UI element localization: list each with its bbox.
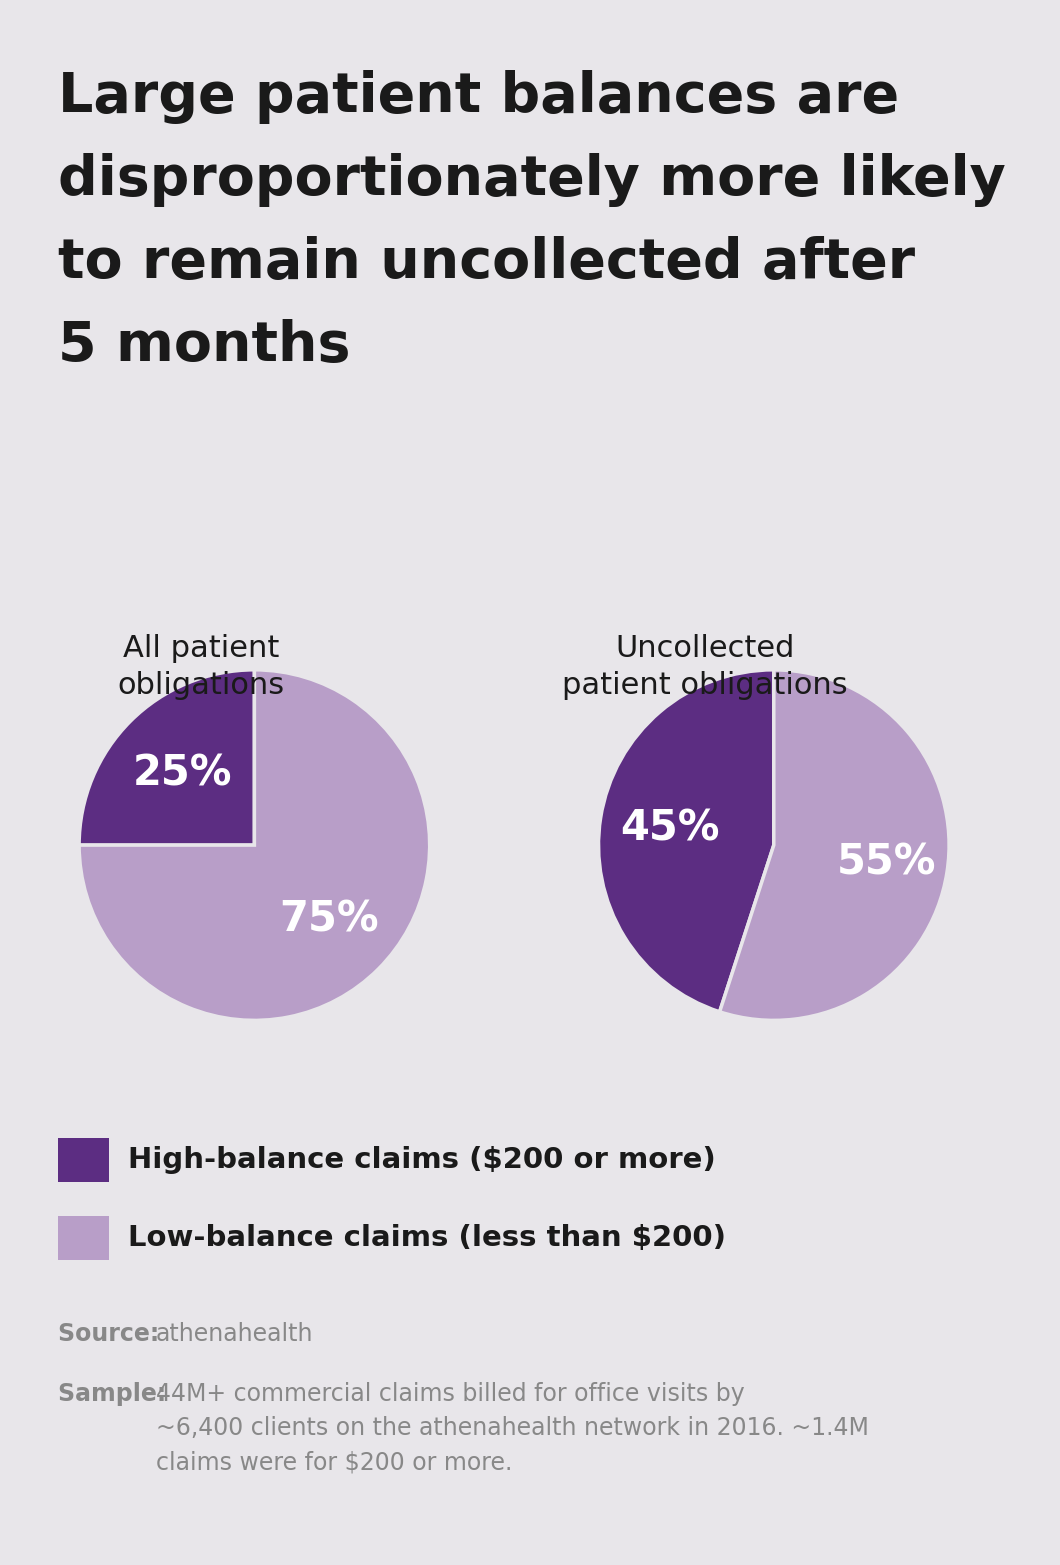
Text: High-balance claims ($200 or more): High-balance claims ($200 or more) [128,1146,716,1174]
Text: Low-balance claims (less than $200): Low-balance claims (less than $200) [128,1224,726,1252]
Text: disproportionately more likely: disproportionately more likely [58,153,1006,208]
Wedge shape [80,670,254,845]
Wedge shape [720,670,949,1020]
Text: Large patient balances are: Large patient balances are [58,70,900,125]
Text: All patient
obligations: All patient obligations [118,634,285,700]
Wedge shape [80,670,429,1020]
Text: 44M+ commercial claims billed for office visits by
~6,400 clients on the athenah: 44M+ commercial claims billed for office… [156,1382,869,1474]
Wedge shape [599,670,774,1013]
Text: 25%: 25% [132,753,232,793]
Text: to remain uncollected after: to remain uncollected after [58,236,916,291]
Text: Uncollected
patient obligations: Uncollected patient obligations [562,634,848,700]
Text: 5 months: 5 months [58,319,351,374]
Text: 75%: 75% [279,898,378,941]
Text: Sample:: Sample: [58,1382,175,1405]
Text: athenahealth: athenahealth [156,1322,314,1346]
Text: Source:: Source: [58,1322,167,1346]
Text: 45%: 45% [620,808,720,850]
Text: 55%: 55% [836,842,936,884]
